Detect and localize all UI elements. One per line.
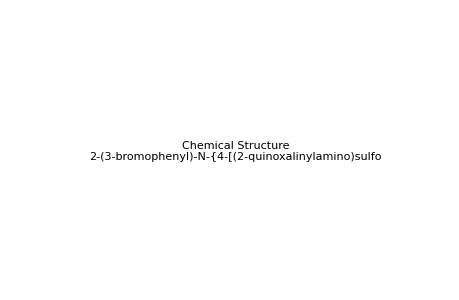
Text: Chemical Structure
2-(3-bromophenyl)-N-{4-[(2-quinoxalinylamino)sulfo: Chemical Structure 2-(3-bromophenyl)-N-{…	[90, 141, 381, 162]
